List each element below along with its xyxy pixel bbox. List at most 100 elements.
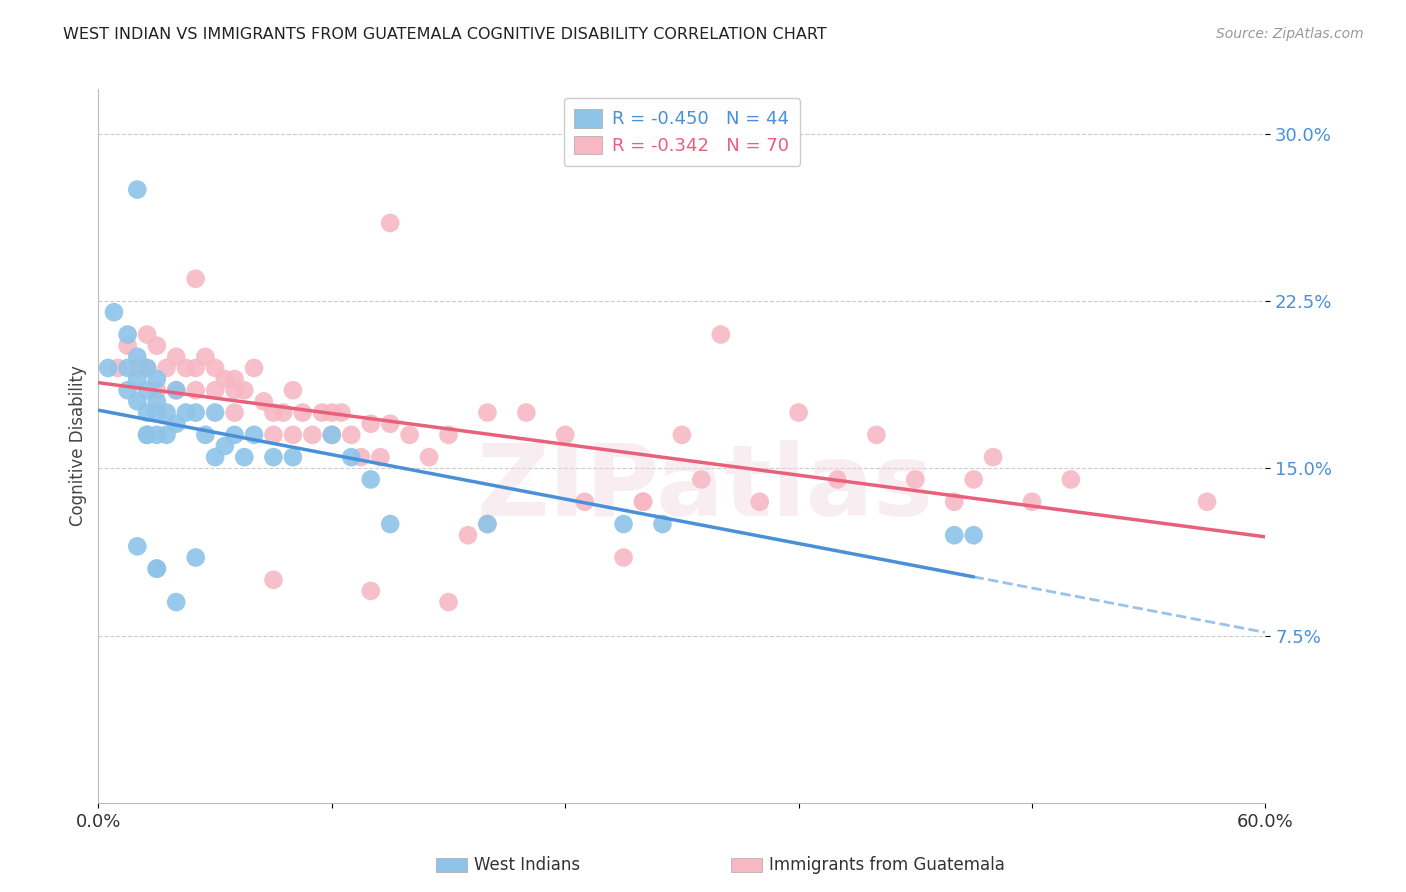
Point: [690, 473, 713, 487]
Point: [214, 372, 236, 386]
Text: West Indians: West Indians: [474, 856, 579, 874]
Point: [321, 427, 343, 442]
Point: [127, 394, 149, 409]
Point: [165, 384, 187, 398]
Point: [943, 528, 966, 542]
Point: [146, 427, 169, 442]
Point: [904, 473, 927, 487]
Point: [253, 394, 276, 409]
Point: [165, 595, 187, 609]
Point: [97, 360, 120, 375]
Point: [1060, 473, 1083, 487]
Point: [574, 494, 596, 508]
Point: [204, 360, 226, 375]
Point: [321, 427, 343, 442]
Point: [136, 360, 159, 375]
Point: [204, 384, 226, 398]
Point: [243, 427, 266, 442]
Point: [146, 405, 169, 419]
Point: [194, 350, 217, 364]
Point: [613, 550, 636, 565]
Legend: R = -0.450   N = 44, R = -0.342   N = 70: R = -0.450 N = 44, R = -0.342 N = 70: [564, 98, 800, 166]
Point: [103, 305, 125, 319]
Point: [477, 516, 499, 531]
Point: [827, 473, 849, 487]
Point: [136, 405, 159, 419]
Point: [214, 439, 236, 453]
Point: [631, 494, 654, 508]
Text: Immigrants from Guatemala: Immigrants from Guatemala: [769, 856, 1005, 874]
Point: [127, 372, 149, 386]
Point: [233, 384, 256, 398]
Point: [107, 360, 129, 375]
Point: [136, 327, 159, 342]
Point: [146, 384, 169, 398]
Point: [380, 516, 402, 531]
Point: [380, 216, 402, 230]
Point: [350, 450, 373, 464]
Point: [117, 384, 139, 398]
Point: [262, 450, 284, 464]
Point: [311, 405, 333, 419]
Point: [174, 360, 197, 375]
Point: [117, 360, 139, 375]
Point: [962, 473, 984, 487]
Point: [184, 550, 207, 565]
Point: [321, 405, 343, 419]
Point: [127, 360, 149, 375]
Point: [554, 427, 576, 442]
Point: [301, 427, 323, 442]
Point: [477, 516, 499, 531]
Point: [981, 450, 1004, 464]
Point: [233, 450, 256, 464]
Point: [165, 350, 187, 364]
Point: [204, 450, 226, 464]
Point: [418, 450, 440, 464]
Point: [787, 405, 810, 419]
Point: [224, 384, 246, 398]
Text: WEST INDIAN VS IMMIGRANTS FROM GUATEMALA COGNITIVE DISABILITY CORRELATION CHART: WEST INDIAN VS IMMIGRANTS FROM GUATEMALA…: [63, 27, 827, 42]
Point: [194, 427, 217, 442]
Text: Source: ZipAtlas.com: Source: ZipAtlas.com: [1216, 27, 1364, 41]
Point: [146, 562, 169, 576]
Point: [146, 372, 169, 386]
Point: [204, 405, 226, 419]
Point: [370, 450, 392, 464]
Point: [748, 494, 770, 508]
Point: [437, 595, 460, 609]
Point: [962, 528, 984, 542]
Point: [340, 427, 363, 442]
Point: [174, 405, 197, 419]
Point: [184, 405, 207, 419]
Point: [146, 338, 169, 352]
Point: [262, 427, 284, 442]
Point: [457, 528, 479, 542]
Point: [437, 427, 460, 442]
Point: [360, 583, 382, 598]
Point: [477, 405, 499, 419]
Point: [146, 394, 169, 409]
Point: [651, 516, 673, 531]
Point: [281, 427, 304, 442]
Point: [380, 417, 402, 431]
Point: [671, 427, 693, 442]
Point: [865, 427, 887, 442]
Point: [291, 405, 314, 419]
Point: [224, 405, 246, 419]
Point: [117, 327, 139, 342]
Point: [136, 384, 159, 398]
Point: [127, 539, 149, 553]
Point: [515, 405, 537, 419]
Point: [710, 327, 733, 342]
Point: [136, 427, 159, 442]
Point: [127, 182, 149, 196]
Point: [136, 360, 159, 375]
Point: [243, 360, 266, 375]
Point: [330, 405, 353, 419]
Point: [1195, 494, 1218, 508]
Y-axis label: Cognitive Disability: Cognitive Disability: [69, 366, 87, 526]
Point: [184, 384, 207, 398]
Point: [136, 427, 159, 442]
Point: [943, 494, 966, 508]
Point: [155, 405, 177, 419]
